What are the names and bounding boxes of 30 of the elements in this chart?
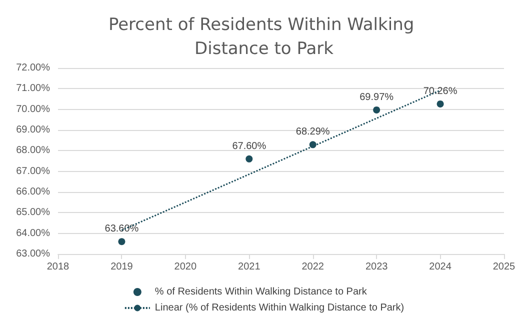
y-tick-label: 63.00%: [16, 248, 50, 260]
data-label: 67.60%: [232, 140, 266, 152]
point: [118, 238, 126, 246]
x-tick-label: 2023: [365, 262, 388, 272]
x-tick-label: 2019: [110, 262, 134, 272]
y-tick-label: 67.00%: [16, 166, 50, 177]
y-tick-label: 66.00%: [16, 186, 50, 198]
point: [246, 155, 253, 162]
data-label: 70.26%: [423, 86, 458, 97]
point: [436, 100, 444, 108]
x-tick-label: 2025: [492, 262, 516, 272]
y-tick-label: 69.00%: [16, 124, 50, 136]
x-tick-label: 2022: [302, 262, 324, 272]
point: [373, 106, 380, 114]
chart-title: Percent of Residents Within Walking Distance to Park: [108, 15, 420, 59]
legend-label: % of Residents Within Walking Distance to Park: [154, 286, 368, 298]
x-tick-label: 2018: [46, 262, 70, 272]
data-label: 68.29%: [296, 126, 330, 138]
y-tick-label: 64.00%: [16, 228, 50, 239]
x-tick-label: 2021: [238, 262, 261, 272]
y-tick-label: 71.00%: [16, 83, 50, 94]
data-label: 63.60%: [104, 224, 139, 235]
x-tick-label: 2020: [174, 262, 197, 272]
y-tick-label: 65.00%: [16, 207, 50, 218]
y-tick-label: 72.00%: [16, 62, 50, 74]
legend-label: Linear (% of Residents Within Walking Distance to Park): [154, 302, 404, 314]
data-label: 69.97%: [360, 92, 394, 103]
y-tick-label: 68.00%: [16, 145, 50, 156]
y-tick-label: 70.00%: [16, 104, 50, 115]
x-tick-label: 2024: [429, 262, 452, 272]
